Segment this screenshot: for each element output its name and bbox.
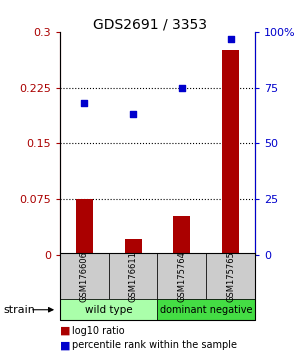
Point: [228, 36, 233, 41]
Bar: [76, 199, 93, 255]
Text: GDS2691 / 3353: GDS2691 / 3353: [93, 18, 207, 32]
Text: ■: ■: [60, 326, 70, 336]
Text: log10 ratio: log10 ratio: [72, 326, 124, 336]
Text: GSM175765: GSM175765: [226, 251, 235, 302]
Text: ■: ■: [60, 340, 70, 350]
Text: strain: strain: [3, 305, 35, 315]
Point: [131, 112, 136, 117]
Point: [82, 101, 87, 106]
Bar: [222, 50, 239, 255]
Bar: [124, 239, 142, 255]
Text: GSM176611: GSM176611: [129, 251, 138, 302]
Text: wild type: wild type: [85, 305, 133, 315]
Text: GSM175764: GSM175764: [177, 251, 186, 302]
Bar: [173, 216, 190, 255]
Text: percentile rank within the sample: percentile rank within the sample: [72, 340, 237, 350]
Text: dominant negative: dominant negative: [160, 305, 253, 315]
Text: GSM176606: GSM176606: [80, 251, 89, 302]
Point: [179, 85, 184, 91]
